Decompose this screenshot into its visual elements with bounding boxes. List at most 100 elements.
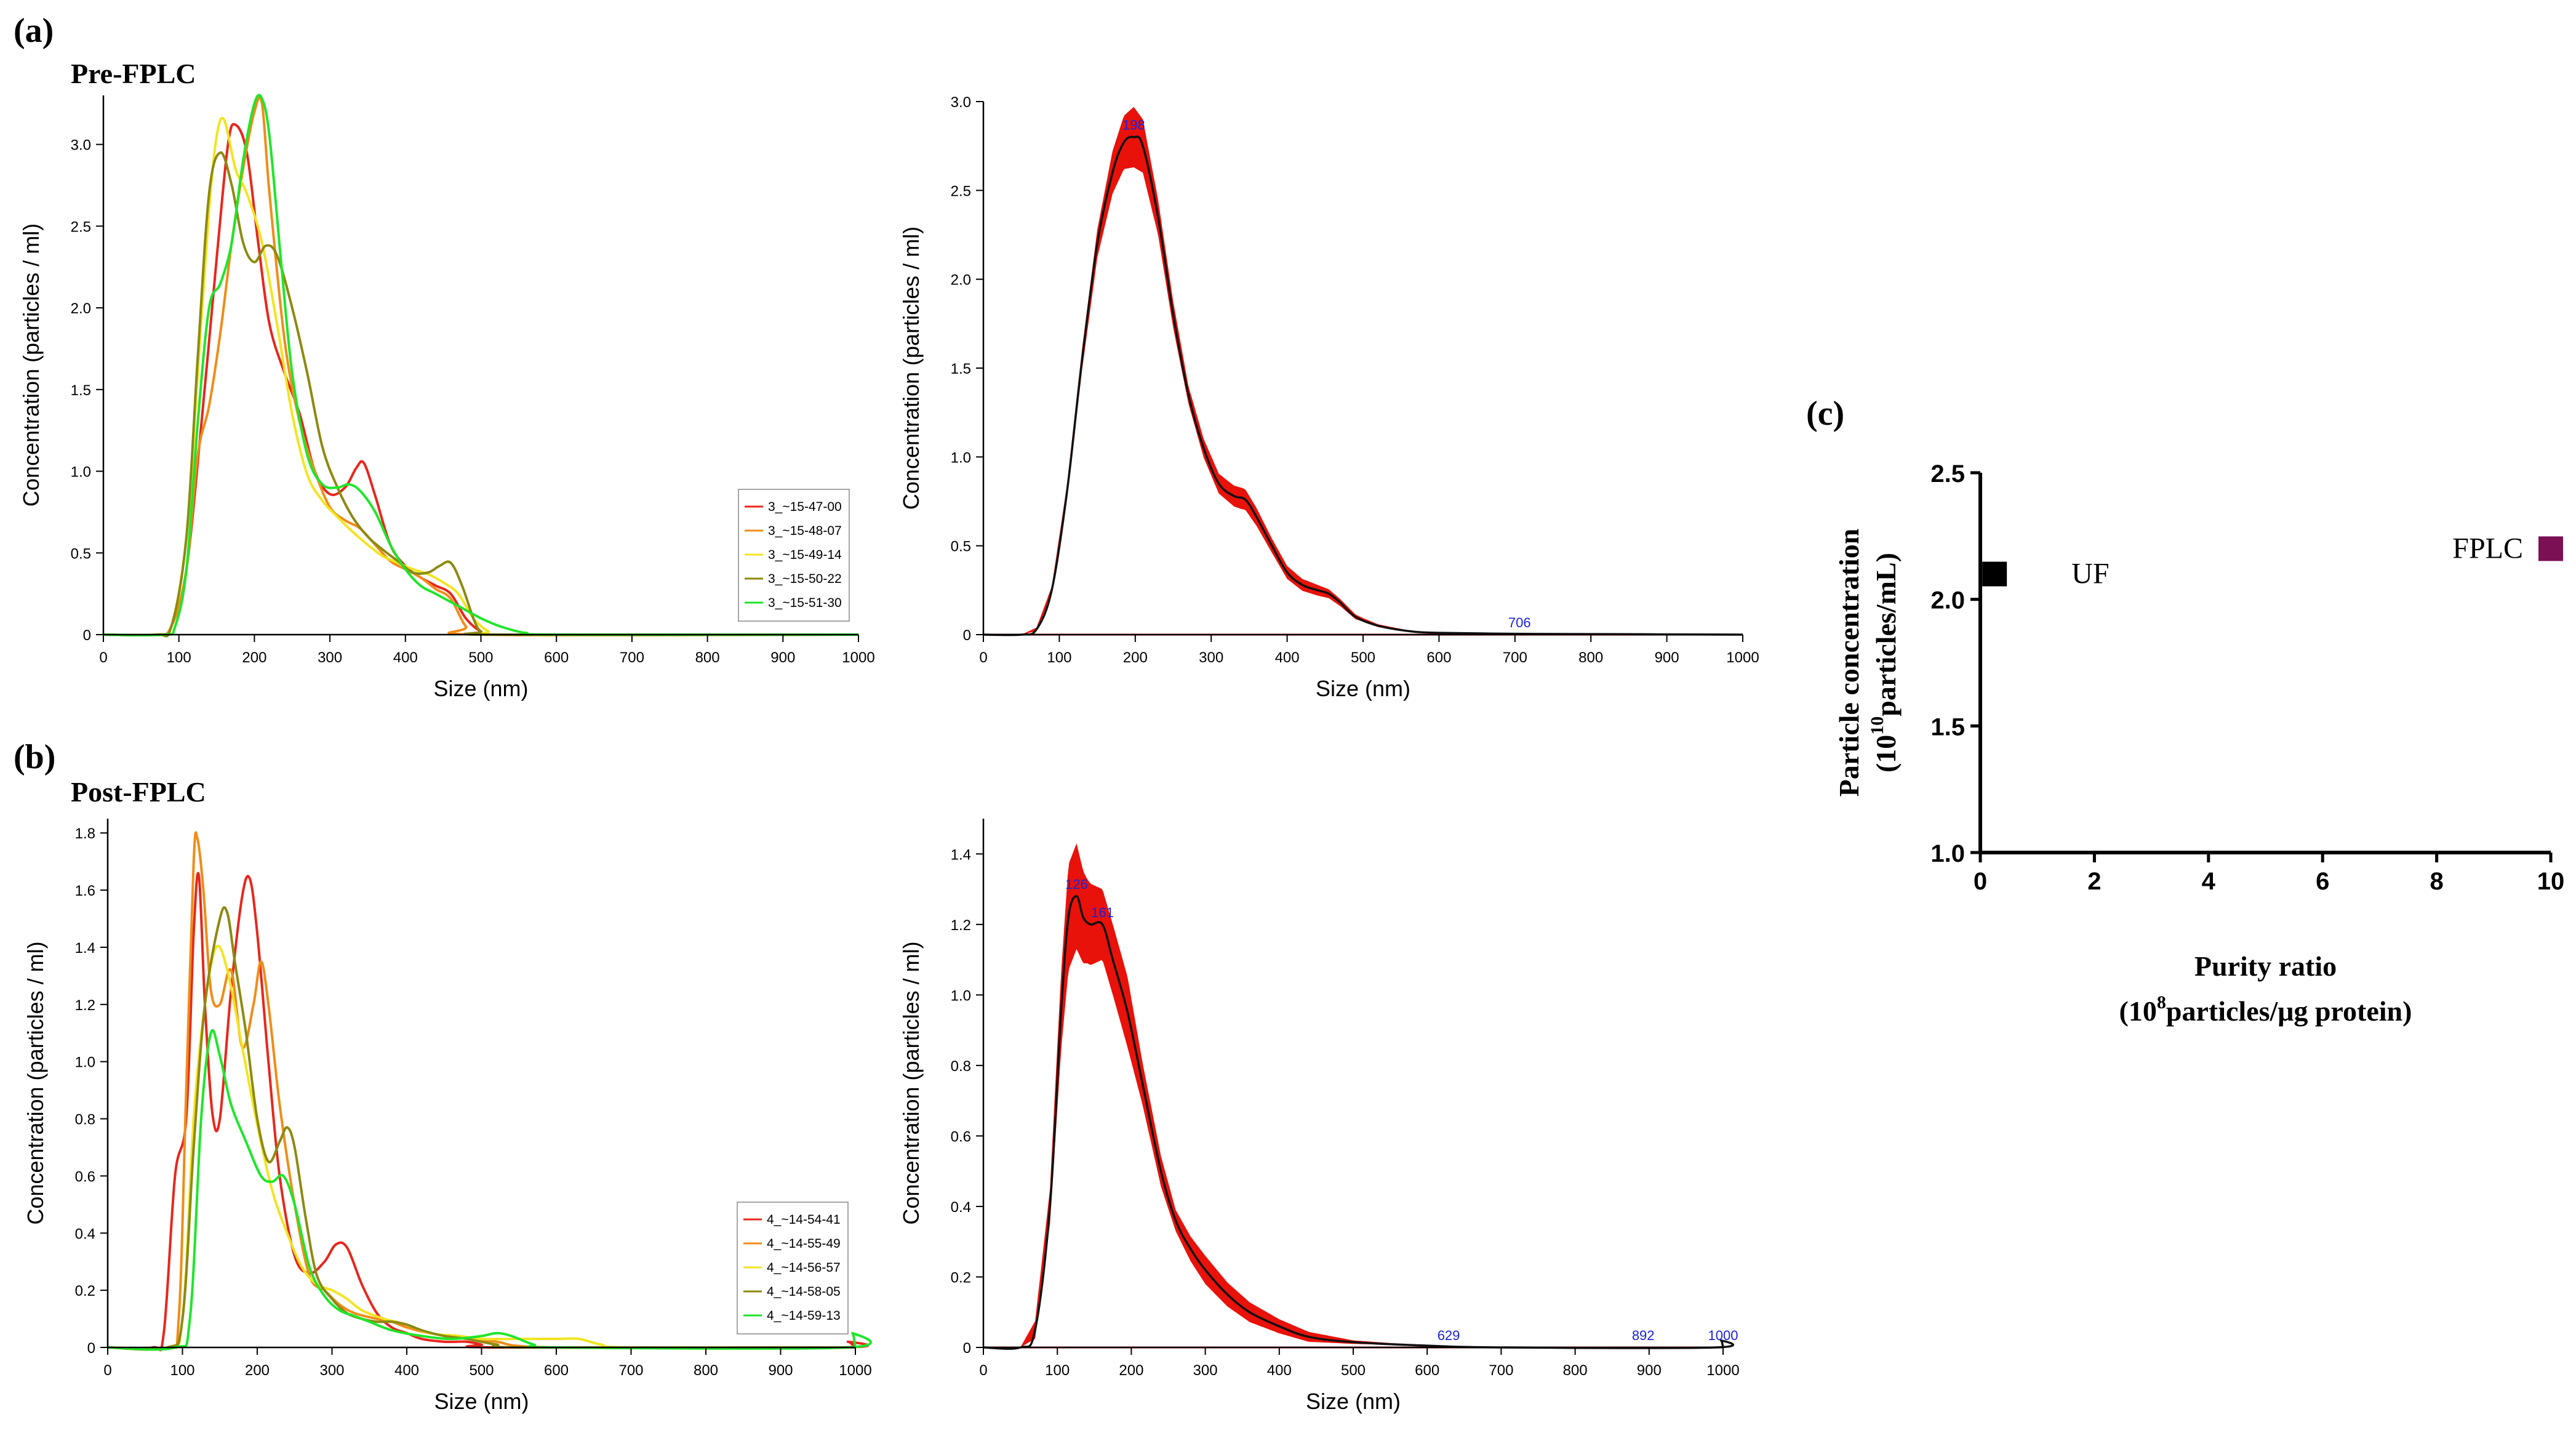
x-tick-label: 100 [1045,1362,1070,1379]
x-tick-label: 900 [768,1362,793,1379]
peak-label: 706 [1508,615,1531,630]
y-tick-label: 2.0 [1930,587,1965,614]
chart-post-fplc-replicates: 0 100 200 300 400 500 600 700 800 900 1000 0 0.2 0.4 0… [23,819,872,1414]
x-units-exponent: 8 [2157,992,2166,1013]
x-tick-label: 700 [620,649,644,666]
x-tick-label: 900 [770,649,795,666]
y-tick-label: 2.0 [951,272,971,289]
x-tick-label: 6 [2316,868,2329,895]
peak-label: 198 [1122,118,1145,133]
y-axis-label: Concentration (particles / ml) [898,941,924,1224]
x-tick-label: 100 [1047,649,1071,666]
data-point-uf [1982,561,2007,587]
error-band [983,106,1743,635]
x-tick-label: 0 [979,1362,987,1379]
legend-label: 3_~15-48-07 [768,524,842,538]
y-tick-label: 0 [83,627,91,644]
x-tick-label: 700 [1503,649,1527,666]
panel-a-letter: (a) [14,12,54,50]
y-axis-label: Concentration (particles / ml) [18,223,44,507]
y-tick-label: 1.0 [71,464,91,481]
y-tick-label: 0.8 [75,1112,95,1128]
mean-line [983,135,1743,636]
x-tick-label: 100 [170,1362,194,1379]
x-tick-label: 0 [103,1362,111,1379]
legend-label: 4_~14-59-13 [767,1309,841,1323]
y-tick-label: 1.5 [71,382,91,399]
y-tick-label: 2.5 [1930,460,1965,488]
legend-label: 3_~15-47-00 [768,500,842,514]
y-tick-label: 0 [87,1340,95,1357]
y-tick-label: 0.5 [71,545,91,562]
y-tick-label: 1.5 [951,361,971,377]
y-units-exponent: 10 [1867,716,1887,735]
y-axis-label: Concentration (particles / ml) [23,941,48,1224]
x-tick-label: 400 [393,649,418,666]
y-tick-label: 2.5 [71,219,91,235]
legend-label: 4_~14-56-57 [767,1261,841,1275]
y-units-prefix: (10 [1870,735,1902,773]
x-tick-label: 4 [2202,868,2216,895]
x-tick-label: 900 [1655,649,1679,666]
series-line-1 [107,872,870,1352]
panel-c-letter: (c) [1806,395,1844,433]
chart-pre-fplc-average: 0 100 200 300 400 500 600 700 800 900 1000 0 0.5 1.0 1… [898,94,1759,701]
legend-label: 4_~14-58-05 [767,1285,841,1299]
y-tick-label: 1.0 [951,449,971,466]
x-tick-label: 200 [242,649,266,666]
peak-label: 1000 [1708,1328,1738,1343]
x-units-prefix: (10 [2119,995,2157,1027]
x-tick-label: 400 [1275,649,1300,666]
x-tick-label: 0 [99,649,107,666]
x-tick-label: 300 [1193,1362,1218,1379]
mean-line [983,895,1735,1350]
x-tick-label: 100 [167,649,191,666]
chart-pre-fplc-replicates: 0 100 200 300 400 500 600 700 800 900 1000 0 0.5 1.0 1… [18,94,875,701]
y-tick-label: 1.0 [1930,840,1965,867]
x-tick-label: 500 [1341,1362,1366,1379]
x-tick-label: 400 [1267,1362,1292,1379]
legend: 3_~15-47-00 3_~15-48-07 3_~15-49-14 3_~15-5… [738,489,850,622]
y-tick-label: 1.4 [75,940,95,957]
y-axis-label-units: (1010particles/mL) [1867,553,1902,773]
y-tick-label: 3.0 [951,94,971,111]
y-tick-label: 0.4 [75,1226,95,1242]
point-label-fplc: FPLC [2452,532,2523,564]
x-tick-label: 300 [1199,649,1223,666]
x-axis-label: Size (nm) [433,676,528,701]
panel-a-title: Pre-FPLC [71,58,196,89]
x-tick-label: 800 [695,649,720,666]
peak-label: 126 [1065,877,1088,892]
peak-label: 161 [1091,905,1114,920]
x-tick-label: 900 [1637,1362,1662,1379]
x-units-suffix: particles/μg protein) [2166,995,2412,1027]
x-tick-label: 10 [2537,868,2565,895]
x-tick-label: 300 [318,649,342,666]
y-units-suffix: particles/mL) [1870,553,1902,716]
y-tick-label: 0 [963,1340,971,1357]
legend-label: 3_~15-51-30 [768,596,842,610]
x-tick-label: 8 [2430,868,2443,895]
series-line-5 [103,94,859,636]
x-axis-label: Size (nm) [434,1389,529,1414]
legend-label: 3_~15-50-22 [768,572,842,586]
x-tick-label: 600 [1426,649,1451,666]
panel-b-title: Post-FPLC [71,776,206,808]
y-tick-label: 1.0 [75,1054,95,1071]
x-tick-label: 0 [1974,868,1987,895]
x-tick-label: 0 [979,649,987,666]
x-tick-label: 500 [468,649,493,666]
x-tick-label: 600 [1415,1362,1439,1379]
x-tick-label: 700 [1489,1362,1513,1379]
legend-label: 4_~14-54-41 [767,1213,841,1227]
y-tick-label: 1.4 [951,846,971,863]
x-tick-label: 200 [245,1362,270,1379]
y-tick-label: 2.0 [71,300,91,317]
series-line-4 [103,151,859,638]
y-tick-label: 0.2 [75,1283,95,1299]
y-tick-label: 1.0 [951,987,971,1004]
x-tick-label: 500 [469,1362,494,1379]
peak-label: 629 [1438,1328,1460,1343]
x-tick-label: 200 [1123,649,1148,666]
